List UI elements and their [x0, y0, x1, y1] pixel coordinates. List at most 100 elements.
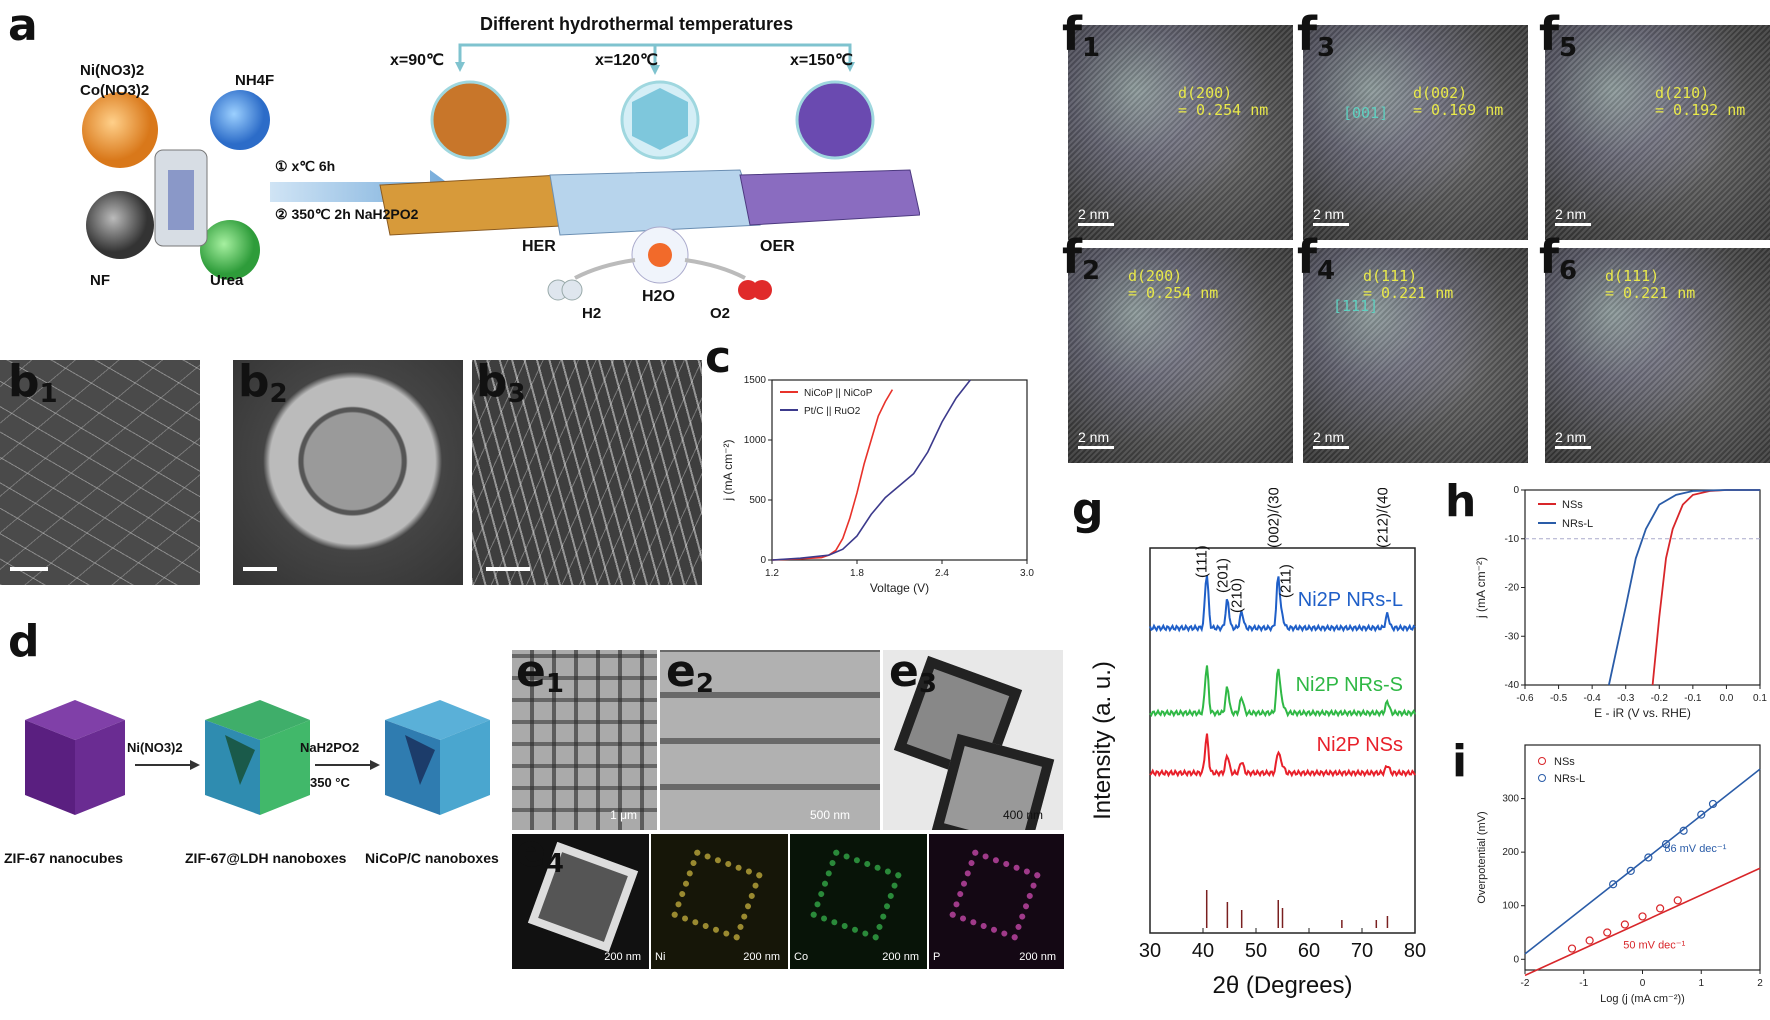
zone-axis-f3: [001]: [1343, 104, 1389, 122]
data-point: [1603, 928, 1612, 937]
panel-e4-label: e4: [516, 826, 564, 879]
y-tick-label: 1500: [744, 375, 767, 386]
hrtem-tile-f2: d(200) = 0.254 nm 2 nm: [1068, 248, 1293, 463]
x-tick-label: 60: [1298, 940, 1320, 962]
data-point: [1626, 866, 1635, 875]
e4-scale: 200 nm: [604, 951, 641, 963]
peak-label: (002)/(300): [1265, 488, 1282, 548]
sem-image-b2: [233, 360, 463, 585]
x-tick-label: 0: [1640, 978, 1646, 989]
panel-d-label: d: [8, 616, 40, 667]
sem-image-e1: 1 μm: [512, 650, 657, 830]
substrate-150c: [739, 169, 921, 226]
y-axis-label: j (mA cm⁻²): [721, 440, 735, 502]
panel-c-label: c: [705, 332, 732, 383]
d-spacing-label: d(210) = 0.192 nm: [1655, 84, 1746, 120]
reagent-urea: Urea: [210, 272, 244, 289]
y-tick-label: -10: [1505, 534, 1520, 545]
zone-axis-f4: [111]: [1333, 297, 1379, 315]
scale-bar: [1555, 223, 1591, 226]
substrate-120c: [549, 169, 761, 236]
legend-label: NRs-L: [1554, 773, 1585, 785]
x-tick-label: 2.4: [935, 568, 949, 579]
panel-f1-label: f1: [1062, 7, 1101, 63]
reagent-nh4f: NH4F: [235, 72, 275, 89]
scale-text: 2 nm: [1555, 429, 1587, 445]
data-point: [1644, 853, 1653, 862]
y-tick-label: -40: [1505, 680, 1520, 691]
nico-precursor-cluster: [82, 92, 158, 168]
chart-i: -2 -1 0 1 2 0 100 200 300 Log (j (mA cm⁻²)) Overpo…: [1476, 744, 1763, 1005]
series-line: [771, 379, 971, 561]
y-axis-label: j (mA cm⁻²): [1474, 557, 1488, 619]
zoom-150c: [795, 80, 875, 160]
slope-label: 86 mV dec⁻¹: [1664, 843, 1726, 855]
nh4f-cluster: [210, 90, 270, 150]
legend-marker: [1538, 757, 1546, 765]
fit-line: [1524, 768, 1761, 955]
nicop-nanobox: [385, 700, 490, 815]
d-spacing-label: d(002) = 0.169 nm: [1413, 84, 1504, 120]
legend-label: NSs: [1562, 499, 1583, 511]
data-point: [1673, 896, 1682, 905]
y-tick-label: 300: [1502, 794, 1519, 805]
map-p: P 200 nm: [929, 834, 1064, 969]
scale-bar: [1313, 223, 1349, 226]
x-tick-label: -0.4: [1584, 693, 1602, 704]
sem-image-b1: [0, 360, 200, 585]
scale-text: 2 nm: [1313, 206, 1345, 222]
map-p-scale: 200 nm: [1019, 951, 1056, 963]
scale-bar: [1078, 223, 1114, 226]
zif67-nanocubes-label: ZIF-67 nanocubes: [4, 850, 124, 866]
process-arrow: [270, 170, 460, 214]
xrd-series: [1149, 575, 1416, 633]
hrtem-tile-f1: d(200) = 0.254 nm 2 nm: [1068, 25, 1293, 240]
x-tick-label: 80: [1404, 940, 1426, 962]
chart-g: 30 40 50 60 70 80 2θ (Degrees) Intensity (a. u.…: [1089, 488, 1426, 999]
d-spacing-label: d(200) = 0.254 nm: [1128, 267, 1219, 303]
x-tick-label: -2: [1521, 978, 1530, 989]
scale-bar: [1313, 446, 1349, 449]
hydrothermal-header: Different hydrothermal temperatures: [480, 14, 794, 34]
arrow2-top-label: NaH2PO2: [300, 740, 360, 755]
legend-label: Pt/C || RuO2: [804, 406, 861, 417]
x-tick-label: 0.0: [1719, 693, 1733, 704]
y-tick-label: 200: [1502, 847, 1519, 858]
data-point: [1656, 904, 1665, 913]
data-point: [1620, 920, 1629, 929]
d-spacing-label: d(111) = 0.221 nm: [1363, 267, 1454, 303]
label-her: HER: [522, 238, 556, 255]
x-tick-label: -0.5: [1550, 693, 1568, 704]
scale-text: 2 nm: [1555, 206, 1587, 222]
data-point: [1585, 936, 1594, 945]
panel-h-label: h: [1445, 476, 1477, 527]
scale-text: 2 nm: [1313, 429, 1345, 445]
y-tick-label: 100: [1502, 901, 1519, 912]
substrate-90c: [379, 174, 581, 236]
sem-image-b3: [472, 360, 702, 585]
x-tick-label: -0.1: [1684, 693, 1702, 704]
map-ni: Ni 200 nm: [651, 834, 788, 969]
hrtem-tile-f5: d(210) = 0.192 nm 2 nm: [1545, 25, 1770, 240]
series-label: Ni2P NRs-L: [1298, 589, 1403, 611]
nanobox-schematic: [25, 700, 490, 815]
peak-label: (211): [1278, 564, 1295, 598]
x-tick-label: -0.3: [1617, 693, 1635, 704]
hrtem-tile-f6: d(111) = 0.221 nm 2 nm: [1545, 248, 1770, 463]
chart-c: 1.2 1.8 2.4 3.0 0 500 1000 1500 Voltage (V) j (mA…: [721, 375, 1034, 595]
plot-frame: [771, 379, 1028, 561]
panel-e1-label: e1: [516, 646, 564, 699]
panel-g-label: g: [1072, 484, 1104, 535]
x-tick-label: 1.2: [765, 568, 779, 579]
reagent-nf: NF: [90, 272, 110, 289]
data-point: [1609, 880, 1618, 889]
zif67-cube: [25, 700, 125, 815]
map-ni-scale: 200 nm: [743, 951, 780, 963]
panel-b1-label: b1: [8, 356, 58, 409]
x-tick-label: 2: [1757, 978, 1763, 989]
step-1: ① x℃ 6h: [275, 158, 336, 174]
x-tick-label: 30: [1139, 940, 1161, 962]
x-tick-label: 3.0: [1020, 568, 1034, 579]
step-2: ② 350℃ 2h NaH2PO2: [275, 206, 419, 222]
scale-bar: [1555, 446, 1591, 449]
